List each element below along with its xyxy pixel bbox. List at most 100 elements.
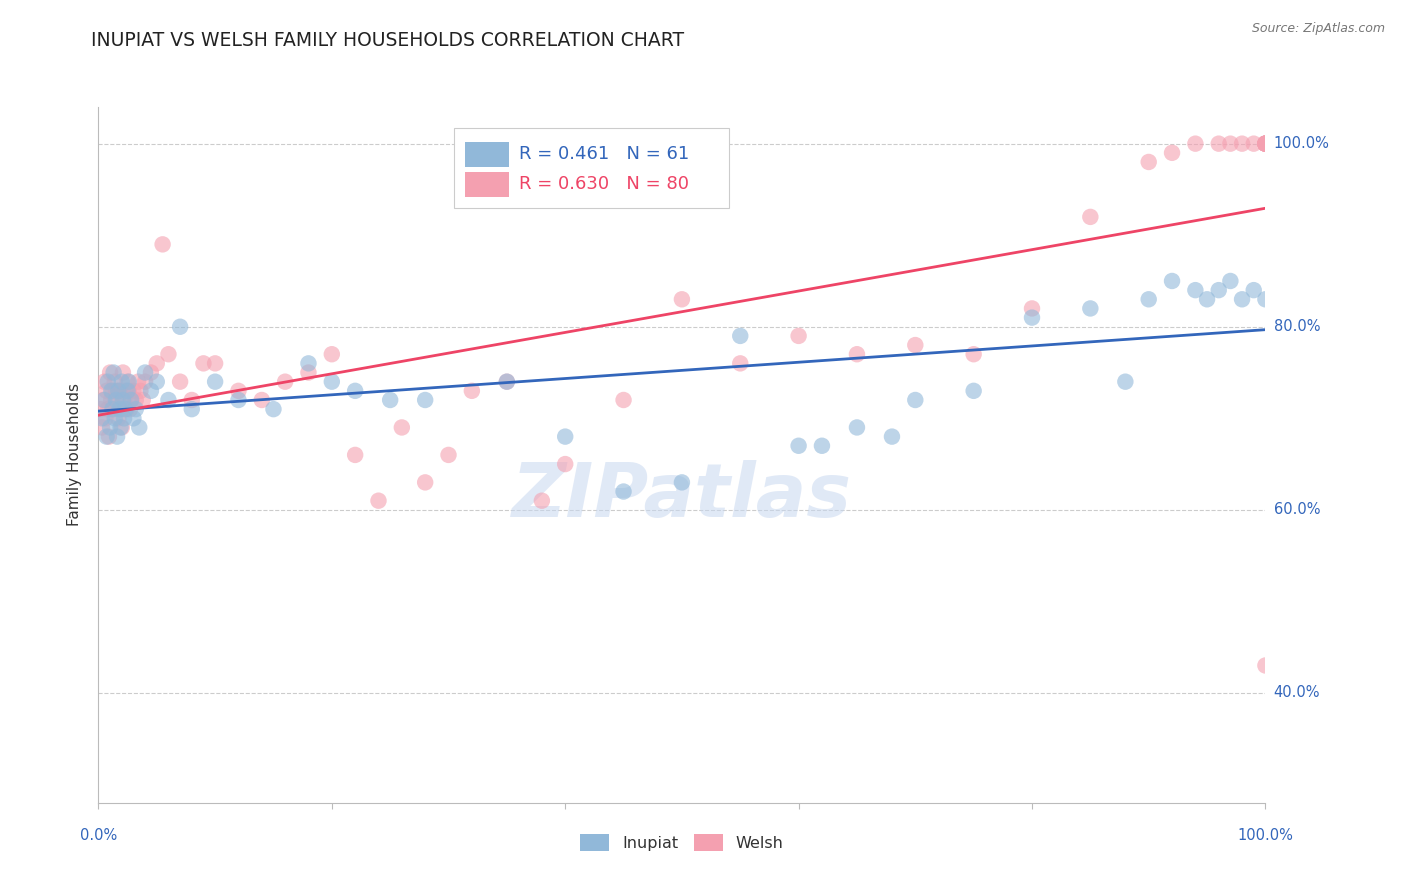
- Point: [1021, 301, 1043, 316]
- Point: [91, 392, 114, 407]
- Point: [1137, 293, 1160, 307]
- Point: [146, 375, 169, 389]
- Point: [101, 384, 124, 398]
- Point: [180, 402, 202, 417]
- Point: [100, 384, 122, 398]
- Point: [1254, 658, 1277, 673]
- Point: [962, 384, 984, 398]
- Point: [413, 475, 436, 490]
- Text: 80.0%: 80.0%: [1274, 319, 1320, 334]
- Point: [114, 402, 136, 417]
- Point: [157, 347, 180, 361]
- Point: [344, 448, 367, 462]
- Point: [671, 475, 693, 490]
- Point: [93, 392, 115, 407]
- Point: [1254, 136, 1277, 151]
- Point: [180, 392, 202, 407]
- Point: [204, 356, 226, 370]
- Point: [880, 429, 903, 443]
- Point: [111, 366, 134, 380]
- Point: [96, 429, 118, 443]
- Point: [104, 375, 127, 389]
- Text: R = 0.630   N = 80: R = 0.630 N = 80: [519, 175, 689, 193]
- Point: [104, 411, 127, 425]
- Point: [97, 402, 120, 417]
- Text: 100.0%: 100.0%: [1274, 136, 1330, 151]
- Point: [904, 338, 927, 352]
- Point: [127, 375, 149, 389]
- Point: [554, 457, 576, 471]
- Point: [157, 392, 180, 407]
- Point: [169, 319, 191, 334]
- Point: [1114, 375, 1136, 389]
- Point: [437, 448, 460, 462]
- Point: [114, 384, 136, 398]
- Point: [103, 366, 125, 380]
- Point: [105, 392, 128, 407]
- Point: [169, 375, 191, 389]
- Point: [554, 429, 576, 443]
- Point: [1161, 145, 1184, 160]
- Point: [367, 493, 389, 508]
- Point: [612, 484, 634, 499]
- Point: [380, 392, 402, 407]
- Text: R = 0.461   N = 61: R = 0.461 N = 61: [519, 145, 689, 162]
- Point: [146, 356, 169, 370]
- Point: [108, 384, 131, 398]
- Point: [105, 429, 128, 443]
- Point: [461, 384, 484, 398]
- Point: [262, 402, 284, 417]
- Point: [1137, 155, 1160, 169]
- Point: [321, 375, 343, 389]
- Point: [98, 366, 121, 380]
- Point: [90, 402, 112, 417]
- Point: [1021, 310, 1043, 325]
- Point: [846, 347, 869, 361]
- Point: [100, 392, 122, 407]
- Point: [1254, 136, 1277, 151]
- Point: [1243, 283, 1265, 297]
- Point: [730, 356, 752, 370]
- Point: [97, 375, 120, 389]
- Point: [297, 366, 319, 380]
- Point: [90, 420, 112, 434]
- Point: [274, 375, 297, 389]
- Point: [98, 420, 121, 434]
- Point: [1161, 274, 1184, 288]
- Point: [1254, 136, 1277, 151]
- Point: [117, 384, 139, 398]
- Point: [250, 392, 273, 407]
- Point: [111, 420, 134, 434]
- Point: [1254, 136, 1277, 151]
- Point: [134, 366, 156, 380]
- Y-axis label: Family Households: Family Households: [67, 384, 83, 526]
- Text: 60.0%: 60.0%: [1274, 502, 1320, 517]
- Text: ZIPatlas: ZIPatlas: [512, 460, 852, 533]
- Point: [94, 411, 117, 425]
- Point: [104, 392, 127, 407]
- Point: [391, 420, 413, 434]
- Point: [1230, 293, 1253, 307]
- Point: [107, 411, 129, 425]
- Point: [122, 411, 145, 425]
- Point: [112, 411, 135, 425]
- Point: [1080, 210, 1102, 224]
- Point: [139, 366, 162, 380]
- Point: [193, 356, 215, 370]
- Point: [118, 384, 141, 398]
- Point: [787, 439, 810, 453]
- Point: [110, 402, 132, 417]
- Point: [228, 384, 250, 398]
- Point: [612, 392, 634, 407]
- Point: [118, 375, 141, 389]
- Point: [846, 420, 869, 434]
- Text: INUPIAT VS WELSH FAMILY HOUSEHOLDS CORRELATION CHART: INUPIAT VS WELSH FAMILY HOUSEHOLDS CORRE…: [91, 31, 685, 50]
- Point: [139, 384, 162, 398]
- Point: [530, 493, 553, 508]
- Point: [1184, 283, 1206, 297]
- Legend: Inupiat, Welsh: Inupiat, Welsh: [574, 828, 790, 857]
- Point: [120, 392, 142, 407]
- Point: [108, 402, 131, 417]
- FancyBboxPatch shape: [465, 142, 509, 167]
- Point: [120, 392, 142, 407]
